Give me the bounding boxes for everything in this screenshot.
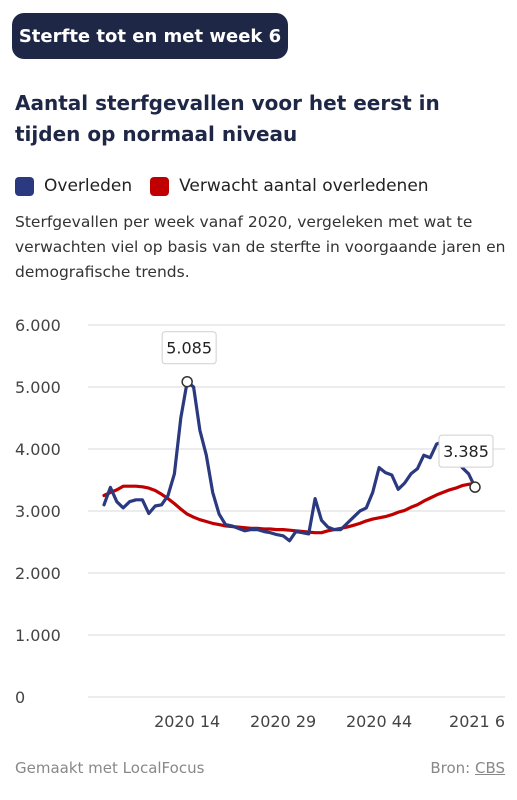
grid-lines [88,324,505,698]
series-lines [102,380,477,543]
annotation-label: 5.085 [166,339,212,358]
annotation-label: 3.385 [443,442,489,461]
week-label-text: Sterfte tot en met week 6 [18,25,282,47]
legend-swatch-verwacht [150,176,170,196]
x-tick-label: 2020 29 [250,712,316,731]
y-axis-ticks: 0 1.000 2.000 3.000 4.000 5.000 6.000 [15,316,61,707]
chart-subtitle: Sterfgevallen per week vanaf 2020, verge… [15,213,506,281]
x-axis-ticks: 2020 14 2020 29 2020 44 2021 6 [154,712,505,731]
legend-item-verwacht[interactable]: Verwacht aantal overledenen [150,176,429,196]
annotation-marker [469,481,481,493]
y-tick-label: 3.000 [15,502,61,521]
y-tick-label: 5.000 [15,378,61,397]
series-line-overleden[interactable] [102,380,477,543]
week-label-pill: Sterfte tot en met week 6 [12,13,288,59]
y-tick-label: 4.000 [15,440,61,459]
made-with-credit[interactable]: Gemaakt met LocalFocus [15,759,205,777]
annotation-box [161,331,217,365]
annotations: 5.085 3.385 [161,331,494,493]
chart-headline: Aantal sterfgevallen voor het eerst in t… [15,91,440,146]
annotation-box [438,434,494,468]
legend-label-verwacht: Verwacht aantal overledenen [179,176,429,196]
x-tick-label: 2020 44 [346,712,412,731]
source-link[interactable]: CBS [474,759,505,777]
y-tick-label: 2.000 [15,564,61,583]
x-tick-label: 2021 6 [449,712,505,731]
x-tick-label: 2020 14 [154,712,220,731]
source-credit: Bron: CBS [430,759,505,777]
legend-swatch-overleden [15,176,34,196]
legend-item-overleden[interactable]: Overleden [15,176,132,196]
y-tick-label: 6.000 [15,316,61,335]
y-tick-label: 1.000 [15,626,61,645]
chart-legend: Overleden Verwacht aantal overledenen [15,176,447,196]
series-line-verwacht[interactable] [102,481,477,535]
y-tick-label: 0 [15,688,25,707]
legend-label-overleden: Overleden [44,176,133,196]
source-label: Bron: [430,759,471,777]
annotation-marker [181,375,193,388]
footer: Gemaakt met LocalFocus Bron: CBS [15,759,505,777]
